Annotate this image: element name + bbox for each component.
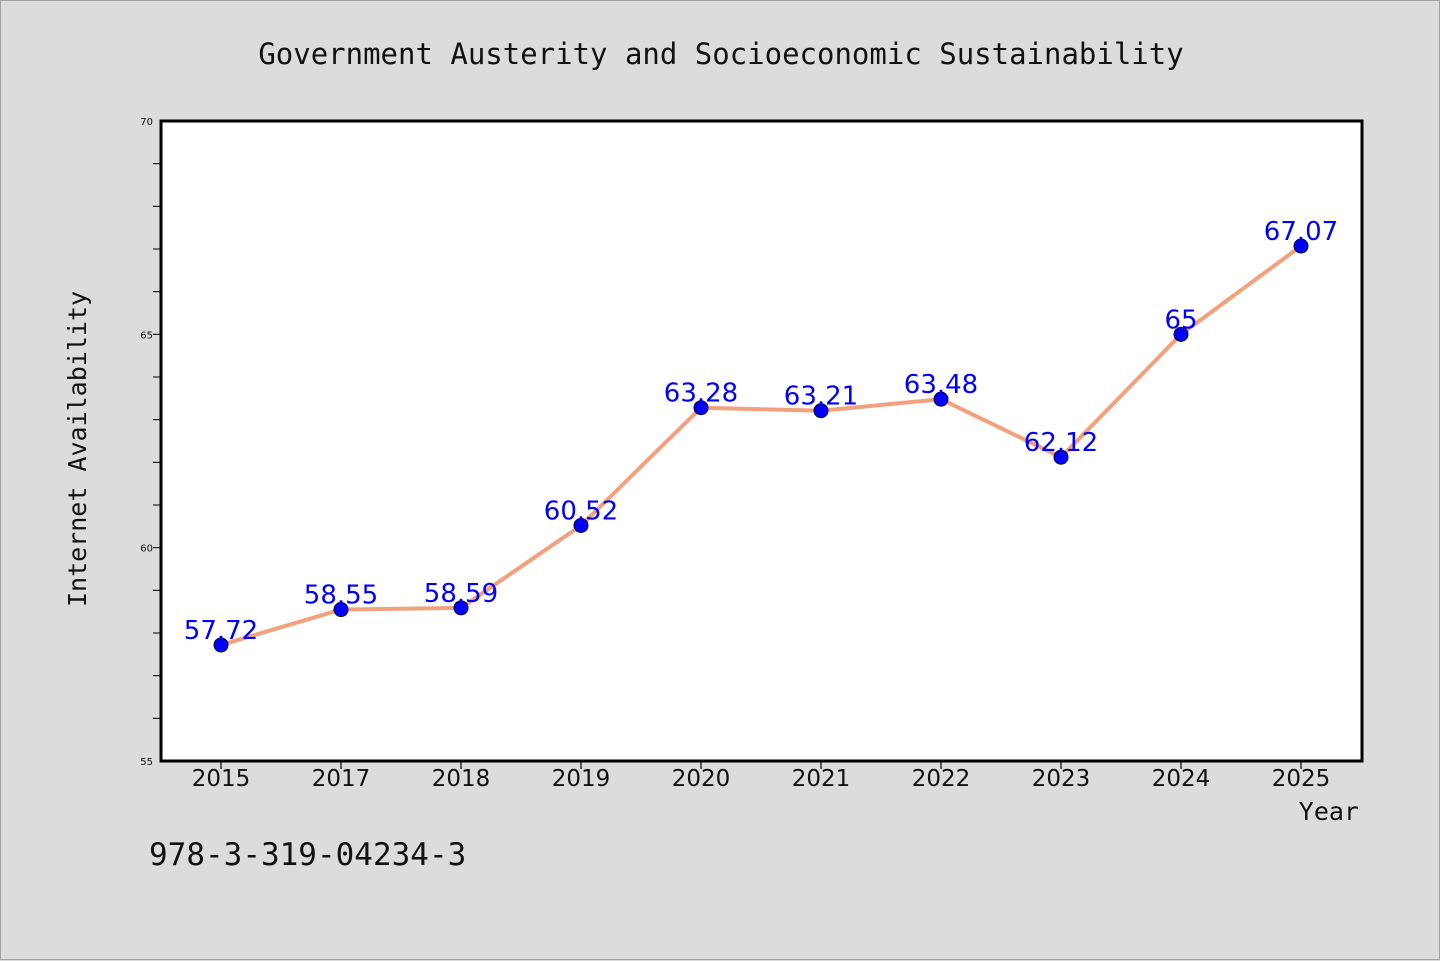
plot-area [159, 119, 1364, 763]
data-label: 65 [1164, 305, 1197, 335]
x-axis-label: Year [1299, 797, 1359, 826]
data-label: 62.12 [1024, 428, 1098, 458]
data-point-marker [1293, 238, 1309, 254]
data-label: 63.21 [784, 382, 858, 412]
data-point-marker [1173, 326, 1189, 342]
data-point-marker [213, 637, 229, 653]
data-point-marker [333, 602, 349, 618]
chart-title: Government Austerity and Socioeconomic S… [258, 37, 1183, 71]
x-tick-label: 2021 [792, 766, 851, 792]
y-tick-label: 65 [140, 330, 153, 341]
x-tick-label: 2020 [672, 766, 731, 792]
y-tick-label: 60 [140, 544, 153, 555]
x-tick-label: 2022 [912, 766, 971, 792]
data-label: 58.55 [304, 581, 378, 611]
data-point-marker [813, 403, 829, 419]
y-tick-label: 55 [140, 757, 153, 768]
x-tick-label: 2019 [552, 766, 611, 792]
data-point-marker [933, 391, 949, 407]
data-label: 60.52 [544, 496, 618, 526]
data-label: 67.07 [1264, 217, 1338, 247]
x-tick-label: 2018 [432, 766, 491, 792]
data-point-marker [693, 400, 709, 416]
x-tick-label: 2017 [312, 766, 371, 792]
y-axis: 55 60 65 70 [140, 117, 161, 768]
data-point-marker [453, 600, 469, 616]
y-tick-label: 70 [140, 117, 153, 128]
series-line [219, 244, 1303, 647]
x-tick-label: 2025 [1272, 766, 1331, 792]
data-label: 63.48 [904, 370, 978, 400]
x-axis: 2015 2017 2018 2019 2020 2021 2022 2023 2024 2025 [192, 761, 1331, 792]
data-label: 58.59 [424, 579, 498, 609]
data-label: 63.28 [664, 379, 738, 409]
x-tick-label: 2023 [1032, 766, 1091, 792]
data-label: 57.72 [184, 616, 258, 646]
x-tick-label: 2024 [1152, 766, 1211, 792]
data-point-marker [573, 517, 589, 533]
data-point-marker [1053, 449, 1069, 465]
footer-isbn-text: 978-3-319-04234-3 [149, 837, 466, 873]
y-axis-label: Internet Availability [63, 291, 92, 607]
x-tick-label: 2015 [192, 766, 251, 792]
series-group: 57.72 58.55 58.59 60.52 63.28 63.21 63.48 62.12… [184, 217, 1338, 653]
